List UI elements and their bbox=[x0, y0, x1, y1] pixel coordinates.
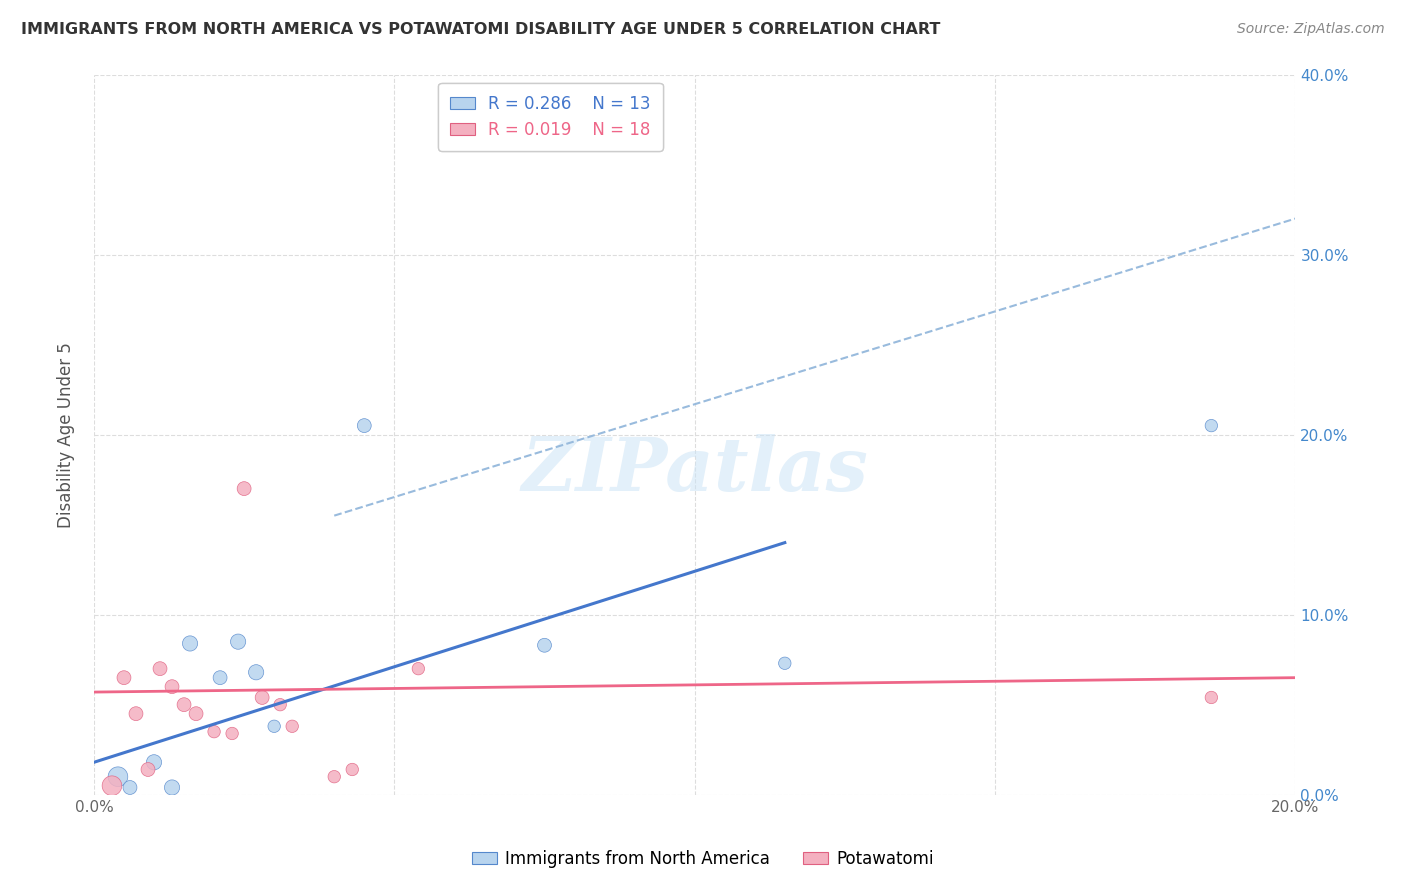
Text: IMMIGRANTS FROM NORTH AMERICA VS POTAWATOMI DISABILITY AGE UNDER 5 CORRELATION C: IMMIGRANTS FROM NORTH AMERICA VS POTAWAT… bbox=[21, 22, 941, 37]
Point bbox=[269, 698, 291, 712]
Point bbox=[245, 665, 267, 680]
Point bbox=[202, 724, 225, 739]
Point bbox=[112, 671, 135, 685]
Point bbox=[221, 726, 243, 740]
Point bbox=[209, 671, 232, 685]
Point bbox=[160, 680, 183, 694]
Point bbox=[323, 770, 346, 784]
Point bbox=[118, 780, 141, 795]
Y-axis label: Disability Age Under 5: Disability Age Under 5 bbox=[58, 342, 75, 527]
Point bbox=[1201, 690, 1223, 705]
Point bbox=[173, 698, 195, 712]
Legend: Immigrants from North America, Potawatomi: Immigrants from North America, Potawatom… bbox=[465, 844, 941, 875]
Point bbox=[226, 634, 249, 648]
Point bbox=[136, 763, 159, 777]
Point bbox=[143, 756, 166, 770]
Point bbox=[184, 706, 207, 721]
Point bbox=[179, 636, 201, 650]
Legend: R = 0.286    N = 13, R = 0.019    N = 18: R = 0.286 N = 13, R = 0.019 N = 18 bbox=[439, 83, 662, 151]
Point bbox=[125, 706, 148, 721]
Point bbox=[533, 638, 555, 652]
Point bbox=[408, 662, 430, 676]
Point bbox=[101, 779, 124, 793]
Point bbox=[1201, 418, 1223, 433]
Point bbox=[233, 482, 256, 496]
Point bbox=[281, 719, 304, 733]
Point bbox=[353, 418, 375, 433]
Point bbox=[107, 770, 129, 784]
Point bbox=[250, 690, 273, 705]
Point bbox=[263, 719, 285, 733]
Text: Source: ZipAtlas.com: Source: ZipAtlas.com bbox=[1237, 22, 1385, 37]
Point bbox=[342, 763, 364, 777]
Point bbox=[160, 780, 183, 795]
Point bbox=[149, 662, 172, 676]
Point bbox=[773, 657, 796, 671]
Text: ZIPatlas: ZIPatlas bbox=[522, 434, 868, 507]
